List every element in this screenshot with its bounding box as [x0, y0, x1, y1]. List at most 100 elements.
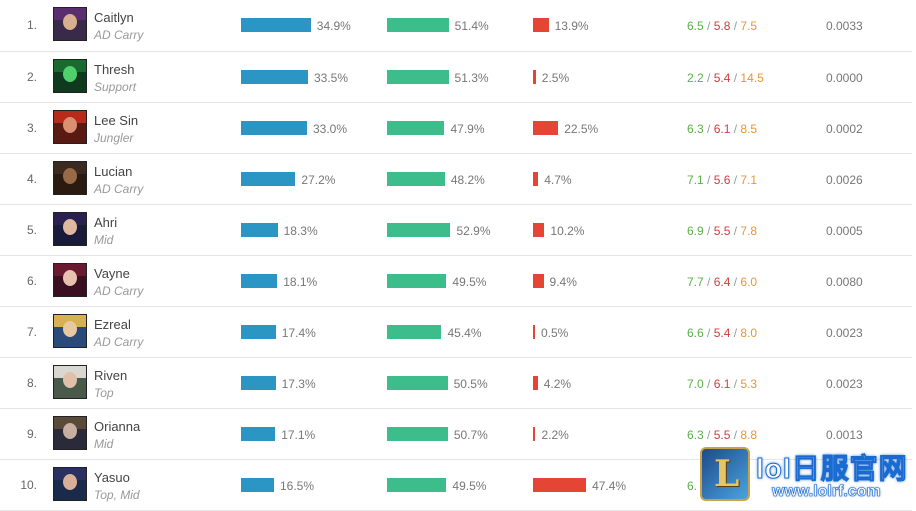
popularity-percent: 33.5%: [314, 71, 349, 85]
kda-separator: /: [730, 71, 741, 85]
deaths-value: 5.5: [713, 224, 731, 238]
ban-rate-bar: [533, 18, 549, 32]
ban-rate-percent: 13.9%: [554, 19, 589, 33]
kda-separator: /: [730, 428, 741, 442]
champion-portrait-icon[interactable]: [53, 314, 87, 348]
table-row[interactable]: 4. Lucian AD Carry 27.2% 48.2% 4.7% 7.1 / 5.6 …: [0, 154, 912, 205]
ban-rate-bar: [533, 121, 559, 135]
deaths-value: 6.1: [713, 377, 731, 391]
table-row[interactable]: 9. Orianna Mid 17.1% 50.7% 2.2% 6.3 / 5.5 / 8.…: [0, 409, 912, 460]
champion-name[interactable]: Caitlyn: [94, 10, 134, 25]
champion-name[interactable]: Lee Sin: [94, 113, 139, 128]
rank-number: 9.: [26, 427, 37, 441]
kda-separator: /: [730, 326, 741, 340]
popularity-percent: 17.3%: [281, 377, 316, 391]
kda-values: 7.0 / 6.1 / 5.3: [687, 377, 757, 391]
champion-name[interactable]: Riven: [94, 368, 128, 383]
rank-number: 4.: [26, 172, 37, 186]
popularity-bar: [241, 478, 274, 492]
popularity-bar: [241, 172, 296, 186]
popularity-bar: [241, 121, 307, 135]
score-value: 0.0005: [826, 224, 863, 238]
assists-value: 14.5: [740, 71, 764, 85]
kills-value: 6.5: [687, 19, 704, 33]
champion-name[interactable]: Yasuo: [94, 470, 130, 485]
portrait-face: [63, 321, 77, 337]
score-value: 0.0080: [826, 275, 863, 289]
rank-number: 8.: [26, 376, 37, 390]
table-row[interactable]: 6. Vayne AD Carry 18.1% 49.5% 9.4% 7.7 / 6.4 /…: [0, 256, 912, 307]
kills-value: 6.9: [687, 224, 704, 238]
table-row[interactable]: 5. Ahri Mid 18.3% 52.9% 10.2% 6.9 / 5.5 / 7.8 0…: [0, 205, 912, 256]
champion-portrait-icon[interactable]: [53, 467, 87, 501]
champion-role: AD Carry: [94, 335, 144, 349]
ban-rate-bar: [533, 478, 587, 492]
champion-role: AD Carry: [94, 182, 144, 196]
ban-rate-bar: [533, 172, 539, 186]
table-row[interactable]: 8. Riven Top 17.3% 50.5% 4.2% 7.0 / 6.1 / 5.3 0…: [0, 358, 912, 409]
table-row[interactable]: 7. Ezreal AD Carry 17.4% 45.4% 0.5% 6.6 / 5.4 …: [0, 307, 912, 358]
ban-rate-percent: 10.2%: [550, 224, 585, 238]
kda-separator: /: [730, 122, 741, 136]
champion-name[interactable]: Vayne: [94, 266, 130, 281]
kda-separator: /: [703, 122, 714, 136]
win-rate-percent: 45.4%: [447, 326, 482, 340]
rank-number: 7.: [26, 325, 37, 339]
assists-value: 8.5: [740, 122, 758, 136]
kda-values: 6.9 / 5.5 / 7.8: [687, 224, 757, 238]
champion-portrait-icon[interactable]: [53, 212, 87, 246]
kills-value: 7.1: [687, 173, 704, 187]
table-row[interactable]: 3. Lee Sin Jungler 33.0% 47.9% 22.5% 6.3 / 6.1…: [0, 103, 912, 154]
champion-name[interactable]: Thresh: [94, 62, 135, 77]
champion-role: AD Carry: [94, 284, 144, 298]
champion-portrait-icon[interactable]: [53, 59, 87, 93]
win-rate-bar: [387, 223, 451, 237]
win-rate-percent: 50.7%: [453, 428, 488, 442]
score-value: 0.0023: [826, 326, 863, 340]
win-rate-percent: 52.9%: [456, 224, 491, 238]
kda-values: 7.7 / 6.4 / 6.0: [687, 275, 757, 289]
table-row[interactable]: 1. Caitlyn AD Carry 34.9% 51.4% 13.9% 6.5 / 5.…: [0, 0, 912, 52]
kda-values: 6.3 / 6.1 / 8.5: [687, 122, 757, 136]
champion-name[interactable]: Orianna: [94, 419, 141, 434]
kda-values: 7.1 / 5.6 / 7.1: [687, 173, 757, 187]
champion-portrait-icon[interactable]: [53, 416, 87, 450]
champion-role: Support: [94, 80, 137, 94]
watermark: L lol日服官网 www.lolrf.com: [700, 447, 916, 507]
kda-values: 6.6 / 5.4 / 8.0: [687, 326, 757, 340]
kda-separator: /: [703, 224, 714, 238]
champion-portrait-icon[interactable]: [53, 110, 87, 144]
table-row[interactable]: 2. Thresh Support 33.5% 51.3% 2.5% 2.2 / 5.4 /…: [0, 52, 912, 103]
champion-portrait-icon[interactable]: [53, 263, 87, 297]
win-rate-percent: 49.5%: [452, 479, 487, 493]
deaths-value: 5.5: [713, 428, 731, 442]
kda-separator: /: [730, 173, 741, 187]
portrait-face: [63, 219, 77, 235]
kda-values: 6.3 / 5.5 / 8.8: [687, 428, 757, 442]
champion-name[interactable]: Lucian: [94, 164, 133, 179]
win-rate-bar: [387, 478, 447, 492]
assists-value: 7.5: [740, 19, 758, 33]
kda-separator: /: [703, 173, 714, 187]
champion-name[interactable]: Ahri: [94, 215, 118, 230]
popularity-bar: [241, 325, 276, 339]
ban-rate-percent: 2.2%: [541, 428, 569, 442]
win-rate-percent: 49.5%: [452, 275, 487, 289]
assists-value: 7.1: [740, 173, 758, 187]
win-rate-bar: [387, 427, 448, 441]
assists-value: 6.0: [740, 275, 758, 289]
popularity-percent: 27.2%: [301, 173, 336, 187]
champion-portrait-icon[interactable]: [53, 7, 87, 41]
kills-value: 7.7: [687, 275, 704, 289]
champion-portrait-icon[interactable]: [53, 161, 87, 195]
ban-rate-percent: 9.4%: [549, 275, 577, 289]
kills-value: 6.3: [687, 428, 704, 442]
portrait-face: [63, 168, 77, 184]
champion-name[interactable]: Ezreal: [94, 317, 131, 332]
kda-separator: /: [703, 428, 714, 442]
kills-value: 6.: [687, 479, 698, 493]
champion-portrait-icon[interactable]: [53, 365, 87, 399]
win-rate-bar: [387, 121, 445, 135]
